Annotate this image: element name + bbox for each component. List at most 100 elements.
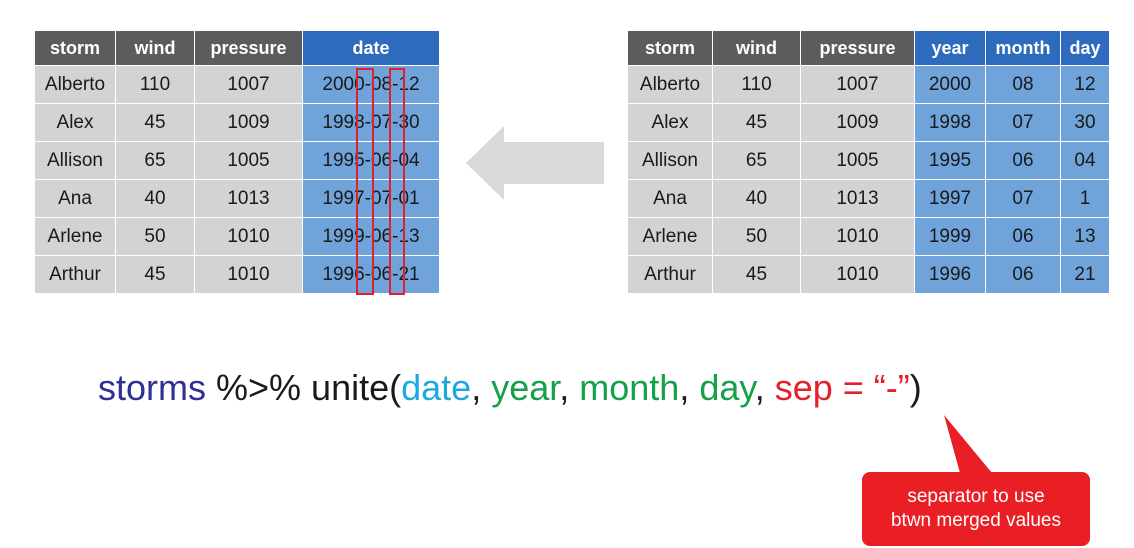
col-header-day: day <box>1060 31 1109 66</box>
code-object: storms <box>98 367 206 408</box>
table-row: Ana 40 1013 1997-07-01 <box>35 179 439 218</box>
cell-year: 1999 <box>914 217 986 256</box>
cell-storm: Arlene <box>628 217 713 256</box>
cell-pressure: 1010 <box>194 217 303 256</box>
code-comma: , <box>679 367 700 408</box>
table-row: Alberto 110 1007 2000 08 12 <box>628 65 1109 104</box>
cell-date: 1999-06-13 <box>302 217 439 256</box>
callout-line-1: separator to use <box>907 486 1045 507</box>
col-header-year: year <box>914 31 986 66</box>
code-pipe-unite: %>% unite( <box>206 367 402 408</box>
cell-storm: Allison <box>35 141 116 180</box>
cell-day: 04 <box>1060 141 1109 180</box>
table-row: Alberto 110 1007 2000-08-12 <box>35 65 439 104</box>
cell-wind: 40 <box>712 179 801 218</box>
code-comma: , <box>471 367 492 408</box>
cell-storm: Arthur <box>628 255 713 293</box>
callout-line-2: btwn merged values <box>890 510 1062 531</box>
cell-pressure: 1010 <box>194 255 303 293</box>
table-row: Arthur 45 1010 1996 06 21 <box>628 255 1109 293</box>
cell-pressure: 1013 <box>800 179 915 218</box>
col-header-wind: wind <box>115 31 195 66</box>
cell-wind: 45 <box>712 255 801 293</box>
cell-wind: 45 <box>115 103 195 142</box>
cell-wind: 65 <box>115 141 195 180</box>
cell-month: 06 <box>985 141 1061 180</box>
cell-wind: 65 <box>712 141 801 180</box>
table-row: Alex 45 1009 1998-07-30 <box>35 103 439 142</box>
left-arrow-icon <box>466 126 604 200</box>
table-row: Arthur 45 1010 1996-06-21 <box>35 255 439 293</box>
cell-storm: Ana <box>35 179 116 218</box>
code-arg-date: date <box>401 367 472 408</box>
table-row: Alex 45 1009 1998 07 30 <box>628 103 1109 142</box>
united-table: storm wind pressure date Alberto 110 100… <box>35 31 439 293</box>
cell-date: 1998-07-30 <box>302 103 439 142</box>
cell-wind: 50 <box>712 217 801 256</box>
cell-storm: Alex <box>628 103 713 142</box>
cell-year: 1995 <box>914 141 986 180</box>
separator-highlight-box-1 <box>356 68 374 295</box>
cell-day: 21 <box>1060 255 1109 293</box>
cell-date: 1996-06-21 <box>302 255 439 293</box>
cell-storm: Arthur <box>35 255 116 293</box>
table-header-row: storm wind pressure date <box>35 31 439 66</box>
col-header-storm: storm <box>35 31 116 66</box>
cell-month: 07 <box>985 179 1061 218</box>
cell-month: 06 <box>985 255 1061 293</box>
cell-day: 12 <box>1060 65 1109 104</box>
cell-wind: 110 <box>712 65 801 104</box>
cell-day: 30 <box>1060 103 1109 142</box>
col-header-pressure: pressure <box>194 31 303 66</box>
col-header-pressure: pressure <box>800 31 915 66</box>
cell-storm: Alex <box>35 103 116 142</box>
cell-wind: 40 <box>115 179 195 218</box>
cell-date: 2000-08-12 <box>302 65 439 104</box>
cell-wind: 110 <box>115 65 195 104</box>
cell-month: 08 <box>985 65 1061 104</box>
cell-year: 1997 <box>914 179 986 218</box>
callout-pointer <box>944 415 992 473</box>
cell-pressure: 1005 <box>800 141 915 180</box>
code-comma: , <box>754 367 775 408</box>
table-header-row: storm wind pressure year month day <box>628 31 1109 66</box>
cell-pressure: 1013 <box>194 179 303 218</box>
table-row: Allison 65 1005 1995-06-04 <box>35 141 439 180</box>
cell-storm: Allison <box>628 141 713 180</box>
col-header-month: month <box>985 31 1061 66</box>
cell-month: 07 <box>985 103 1061 142</box>
code-arg-sep: sep = “-” <box>774 367 910 408</box>
separated-table: storm wind pressure year month day Alber… <box>628 31 1109 293</box>
cell-wind: 45 <box>712 103 801 142</box>
cell-year: 1998 <box>914 103 986 142</box>
cell-wind: 50 <box>115 217 195 256</box>
code-expression: storms %>% unite(date, year, month, day,… <box>98 367 922 409</box>
cell-pressure: 1010 <box>800 255 915 293</box>
cell-pressure: 1009 <box>194 103 303 142</box>
cell-wind: 45 <box>115 255 195 293</box>
table-row: Ana 40 1013 1997 07 1 <box>628 179 1109 218</box>
col-header-wind: wind <box>712 31 801 66</box>
separator-callout: separator to use btwn merged values <box>862 472 1090 546</box>
table-row: Allison 65 1005 1995 06 04 <box>628 141 1109 180</box>
table-row: Arlene 50 1010 1999 06 13 <box>628 217 1109 256</box>
cell-storm: Ana <box>628 179 713 218</box>
code-close-paren: ) <box>909 367 922 408</box>
table-row: Arlene 50 1010 1999-06-13 <box>35 217 439 256</box>
cell-year: 1996 <box>914 255 986 293</box>
code-arg-day: day <box>699 367 755 408</box>
separator-highlight-box-2 <box>389 68 405 295</box>
cell-month: 06 <box>985 217 1061 256</box>
cell-date: 1997-07-01 <box>302 179 439 218</box>
cell-storm: Alberto <box>628 65 713 104</box>
cell-day: 1 <box>1060 179 1109 218</box>
cell-pressure: 1007 <box>194 65 303 104</box>
cell-pressure: 1009 <box>800 103 915 142</box>
code-comma: , <box>559 367 580 408</box>
col-header-storm: storm <box>628 31 713 66</box>
cell-year: 2000 <box>914 65 986 104</box>
col-header-date: date <box>302 31 439 66</box>
code-arg-month: month <box>579 367 680 408</box>
cell-pressure: 1005 <box>194 141 303 180</box>
cell-storm: Arlene <box>35 217 116 256</box>
